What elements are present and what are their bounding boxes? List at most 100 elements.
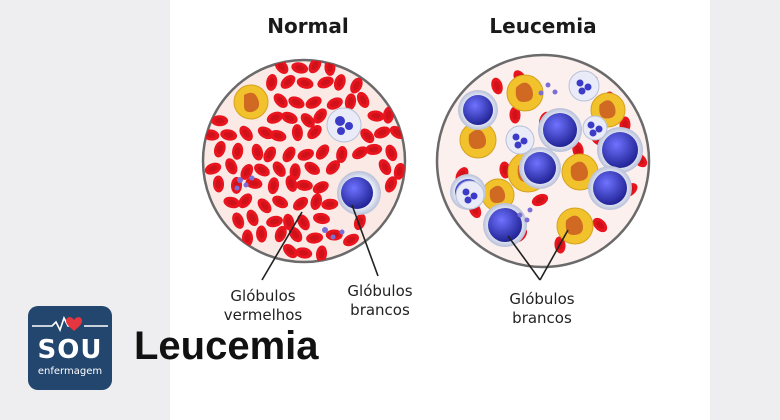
red-blood-cell: [213, 175, 225, 193]
white-blood-cell: [455, 180, 485, 210]
red-blood-cell: [296, 77, 314, 89]
red-blood-cell: [272, 195, 289, 209]
red-blood-cell: [373, 126, 391, 139]
white-blood-cell: [597, 127, 643, 173]
red-blood-cell: [281, 111, 298, 124]
white-blood-cell: [326, 107, 362, 143]
red-blood-cell: [283, 243, 298, 259]
red-blood-cell: [315, 144, 330, 160]
red-blood-cell: [288, 96, 305, 109]
red-blood-cell: [295, 179, 313, 191]
red-blood-cell: [367, 110, 385, 122]
red-blood-cell: [267, 177, 280, 195]
red-blood-cell: [509, 106, 521, 124]
platelet: [552, 89, 558, 95]
red-blood-cell: [291, 62, 309, 74]
red-blood-cell: [285, 175, 298, 192]
red-blood-cell: [273, 93, 288, 108]
red-blood-cell: [378, 159, 392, 176]
white-blood-cell: [337, 171, 381, 215]
red-blood-cell: [306, 232, 324, 244]
brand-logo: SOU enfermagem: [28, 306, 112, 390]
red-blood-cell: [232, 142, 244, 160]
normal-title: Normal: [267, 14, 349, 38]
red-blood-cell: [352, 146, 368, 160]
red-blood-cell: [289, 163, 301, 181]
red-blood-cell: [225, 158, 238, 175]
red-blood-cell: [256, 225, 268, 243]
red-blood-cell: [313, 108, 327, 124]
white-blood-cell: [519, 147, 561, 189]
red-blood-cell: [336, 146, 348, 163]
red-blood-cell: [312, 181, 329, 194]
red-blood-cell: [266, 215, 283, 228]
white-blood-cell: [588, 166, 632, 210]
label-white-cells-normal: Glóbulos brancos: [347, 282, 413, 319]
red-blood-cell: [204, 162, 222, 175]
red-blood-cell: [393, 162, 405, 180]
red-blood-cell: [307, 124, 322, 140]
red-blood-cell: [382, 106, 395, 124]
white-blood-cell: [505, 125, 535, 155]
red-blood-cell: [308, 60, 322, 74]
red-blood-cell: [283, 213, 295, 231]
red-blood-cell: [310, 193, 323, 210]
granulocyte-cell: [561, 153, 599, 191]
white-blood-cell: [483, 203, 527, 247]
white-blood-cell: [458, 90, 498, 130]
red-blood-cell: [280, 74, 296, 89]
red-blood-cell: [242, 229, 254, 247]
platelet: [524, 217, 530, 223]
red-blood-cell: [295, 247, 313, 259]
granulocyte-cell: [481, 178, 515, 212]
red-blood-cell: [246, 209, 259, 226]
red-blood-cell: [288, 226, 303, 243]
red-blood-cell: [304, 161, 320, 175]
platelet: [545, 82, 551, 88]
red-blood-cell: [274, 225, 287, 243]
red-blood-cell: [291, 124, 303, 142]
red-blood-cell: [282, 146, 296, 163]
granulocyte-cell: [506, 74, 544, 112]
red-blood-cell: [297, 214, 310, 231]
red-blood-cell: [266, 111, 284, 124]
red-blood-cell: [223, 196, 241, 209]
red-blood-cell: [251, 143, 264, 161]
red-blood-cell: [211, 115, 229, 127]
red-blood-cell: [300, 113, 315, 128]
red-blood-cell: [269, 129, 287, 142]
pointer-lines: [261, 204, 569, 281]
leukemia-title: Leucemia: [489, 14, 597, 38]
red-blood-cell: [344, 93, 357, 111]
red-blood-cell: [238, 193, 253, 209]
red-blood-cell: [333, 74, 346, 91]
red-blood-cell: [297, 148, 314, 161]
red-blood-cell: [240, 164, 254, 180]
red-blood-cell: [257, 126, 274, 140]
red-blood-cell: [325, 160, 341, 175]
red-blood-cell: [220, 129, 238, 141]
red-blood-cell: [254, 163, 270, 177]
red-blood-cell: [592, 217, 608, 233]
logo-text: SOU: [37, 335, 103, 365]
red-blood-cell: [257, 198, 272, 214]
leukemia-blood-sample: [435, 53, 651, 269]
white-blood-cell: [582, 115, 608, 141]
red-blood-cell: [316, 245, 328, 262]
logo-subtext: enfermagem: [37, 366, 103, 377]
red-blood-cell: [531, 193, 549, 207]
red-blood-cell: [317, 76, 334, 89]
red-blood-cell: [313, 212, 330, 225]
red-blood-cell: [232, 212, 245, 229]
label-red-cells: Glóbulos vermelhos: [223, 287, 303, 324]
platelet: [527, 207, 533, 213]
red-blood-cell: [263, 146, 277, 163]
red-blood-cell: [293, 196, 309, 211]
headline: Leucemia: [134, 324, 319, 368]
red-blood-cell: [360, 128, 375, 144]
normal-blood-sample: [201, 58, 407, 264]
red-blood-cell: [385, 144, 398, 162]
platelet: [538, 90, 544, 96]
platelets: [234, 175, 345, 240]
